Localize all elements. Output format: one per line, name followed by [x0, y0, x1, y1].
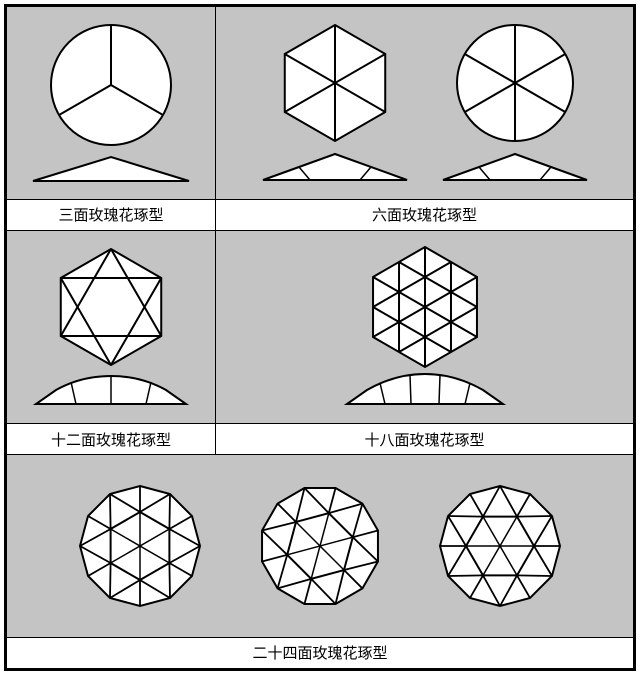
dodeca-2 — [247, 472, 394, 619]
label-text: 十八面玫瑰花琢型 — [364, 432, 484, 449]
cell-18-facet — [216, 231, 634, 424]
diagram-table-outer: 三面玫瑰花琢型 六面玫瑰花琢型 — [4, 4, 636, 671]
row-1-diagrams — [7, 7, 634, 200]
row-1-labels: 三面玫瑰花琢型 六面玫瑰花琢型 — [7, 199, 634, 230]
label-text: 二十四面玫瑰花琢型 — [252, 645, 387, 662]
cell-12-facet — [7, 231, 216, 424]
svg-12-facet — [7, 231, 215, 423]
svg-3-facet — [7, 7, 215, 199]
diagram-table: 三面玫瑰花琢型 六面玫瑰花琢型 — [6, 6, 634, 669]
row-2-diagrams — [7, 231, 634, 424]
svg-18-facet — [216, 231, 633, 423]
svg-24-facet — [7, 455, 633, 636]
label-text: 十二面玫瑰花琢型 — [51, 432, 171, 449]
label-24-facet: 二十四面玫瑰花琢型 — [7, 637, 634, 668]
cell-24-facet — [7, 455, 634, 637]
cell-6-facet — [216, 7, 634, 200]
label-18-facet: 十八面玫瑰花琢型 — [216, 423, 634, 454]
cell-3-facet — [7, 7, 216, 200]
label-6-facet: 六面玫瑰花琢型 — [216, 199, 634, 230]
label-text: 三面玫瑰花琢型 — [58, 207, 163, 224]
row-2-labels: 十二面玫瑰花琢型 十八面玫瑰花琢型 — [7, 423, 634, 454]
svg-6-facet — [216, 7, 633, 199]
label-3-facet: 三面玫瑰花琢型 — [7, 199, 216, 230]
row-3-labels: 二十四面玫瑰花琢型 — [7, 637, 634, 668]
label-12-facet: 十二面玫瑰花琢型 — [7, 423, 216, 454]
dodeca-1 — [80, 486, 200, 606]
dodeca-3 — [440, 486, 560, 606]
label-text: 六面玫瑰花琢型 — [372, 207, 477, 224]
row-3-diagrams — [7, 455, 634, 637]
